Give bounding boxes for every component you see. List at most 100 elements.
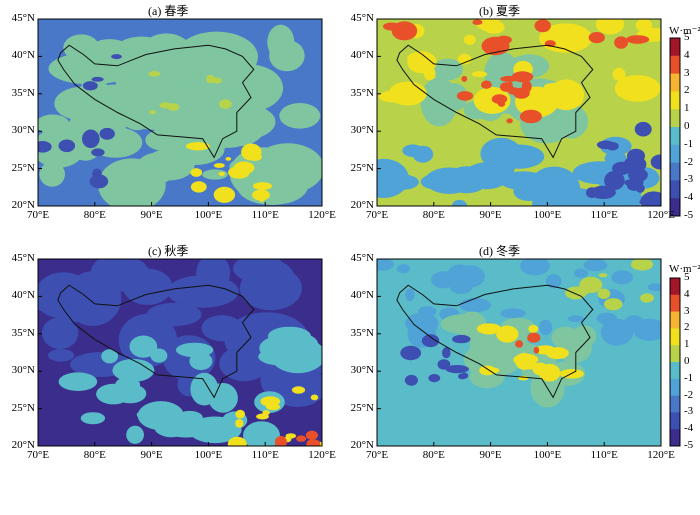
field-patch xyxy=(89,174,109,189)
field-patch xyxy=(551,326,580,350)
colorbar-unit-top: W·m⁻² xyxy=(669,25,700,37)
colorbar-tick-label: 3 xyxy=(684,304,690,317)
lat-tick-label: 45°N xyxy=(11,12,35,24)
field-patch xyxy=(239,266,302,311)
lat-tick-label: 40°N xyxy=(350,49,374,62)
field-patch xyxy=(185,142,210,151)
lat-tick-label: 40°N xyxy=(11,49,35,62)
colorbar-segment xyxy=(670,55,680,75)
field-patch xyxy=(500,75,519,82)
field-patch xyxy=(270,337,322,374)
lon-tick-label: 120°E xyxy=(647,209,675,221)
lon-tick-label: 120°E xyxy=(308,449,336,461)
field-patch xyxy=(632,318,661,341)
field-patch xyxy=(388,81,427,106)
field-patch xyxy=(630,259,654,271)
colorbar-segment xyxy=(670,162,680,181)
field-patch xyxy=(218,171,225,176)
lat-tick-label: 20°N xyxy=(350,199,374,211)
field-patch xyxy=(41,317,79,350)
colorbar-segment xyxy=(670,345,680,363)
field-patch xyxy=(456,91,474,101)
field-patch xyxy=(396,264,411,274)
field-patch xyxy=(496,325,519,343)
map-frame xyxy=(37,18,323,207)
field-patch xyxy=(445,166,488,194)
field-patch xyxy=(267,326,312,346)
field-patch xyxy=(495,35,512,45)
lat-tick-label: 25°N xyxy=(11,401,35,414)
field-patch xyxy=(588,31,605,44)
field-patch xyxy=(499,82,514,92)
lon-tick-label: 110°E xyxy=(251,209,279,221)
lat-tick-label: 20°N xyxy=(350,439,374,451)
field-patch xyxy=(574,268,588,278)
lat-tick-label: 40°N xyxy=(11,289,35,302)
field-patch xyxy=(260,396,281,407)
field-patch xyxy=(612,67,626,81)
colorbar xyxy=(669,277,681,447)
colorbar-unit-bottom: W·m⁻² xyxy=(669,263,700,275)
colorbar-tick-label: 4 xyxy=(684,287,690,300)
field-patch xyxy=(96,383,131,405)
field-patch xyxy=(534,345,556,355)
colorbar-segment xyxy=(670,38,680,57)
colorbar-tick-label: 0 xyxy=(684,120,690,132)
field-patch xyxy=(624,178,644,187)
field-patch xyxy=(82,81,98,91)
field-patch xyxy=(523,358,537,370)
map-area-winter xyxy=(376,258,662,447)
lat-tick-label: 35°N xyxy=(350,86,374,99)
field-patch xyxy=(461,75,468,82)
colorbar-tick-label: -3 xyxy=(684,405,694,418)
plateau-outline xyxy=(396,284,594,399)
lat-tick-label: 45°N xyxy=(350,12,374,24)
field-patch xyxy=(603,298,623,311)
colorbar-tick-label: -3 xyxy=(684,173,694,186)
field-patch xyxy=(305,430,318,440)
field-patch xyxy=(248,152,262,161)
lon-tick-label: 80°E xyxy=(83,209,106,221)
field-patch xyxy=(600,318,634,346)
field-patch xyxy=(111,54,122,60)
field-patch xyxy=(82,129,100,149)
field-patch xyxy=(471,71,488,78)
colorbar-tick-label: -5 xyxy=(684,209,694,221)
lon-tick-label: 120°E xyxy=(308,209,336,221)
field-patch xyxy=(58,372,98,392)
lat-tick-label: 20°N xyxy=(11,439,35,451)
field-patch xyxy=(227,436,247,446)
field-patch xyxy=(635,184,645,193)
field-patch xyxy=(85,84,140,120)
field-patch xyxy=(491,94,508,104)
colorbar-tick-label: 4 xyxy=(684,48,690,61)
field-patch xyxy=(274,435,287,446)
colorbar-segment xyxy=(670,73,680,92)
field-patch xyxy=(596,312,617,325)
field-patch xyxy=(262,410,270,416)
field-patch xyxy=(533,346,540,354)
field-patch xyxy=(400,345,422,361)
field-patch xyxy=(499,171,547,190)
field-patch xyxy=(63,34,100,61)
field-patch xyxy=(442,347,451,359)
colorbar-tick-label: 1 xyxy=(684,338,690,351)
lon-tick-label: 80°E xyxy=(422,209,445,221)
field-patch xyxy=(528,324,539,334)
colorbar-tick-label: -4 xyxy=(684,422,694,435)
field-patch xyxy=(423,66,436,81)
field-patch xyxy=(432,58,464,81)
field-patch xyxy=(190,168,203,177)
field-patch xyxy=(640,293,654,303)
field-patch xyxy=(391,21,418,41)
field-patch xyxy=(310,394,319,401)
field-patch xyxy=(137,401,184,431)
lon-tick-label: 100°E xyxy=(533,449,562,461)
field-patch xyxy=(98,158,166,206)
field-patch xyxy=(38,279,89,319)
map-frame xyxy=(376,18,662,207)
colorbar-tick-label: -1 xyxy=(684,371,694,384)
field-patch xyxy=(627,148,645,164)
field-patch xyxy=(519,109,542,124)
